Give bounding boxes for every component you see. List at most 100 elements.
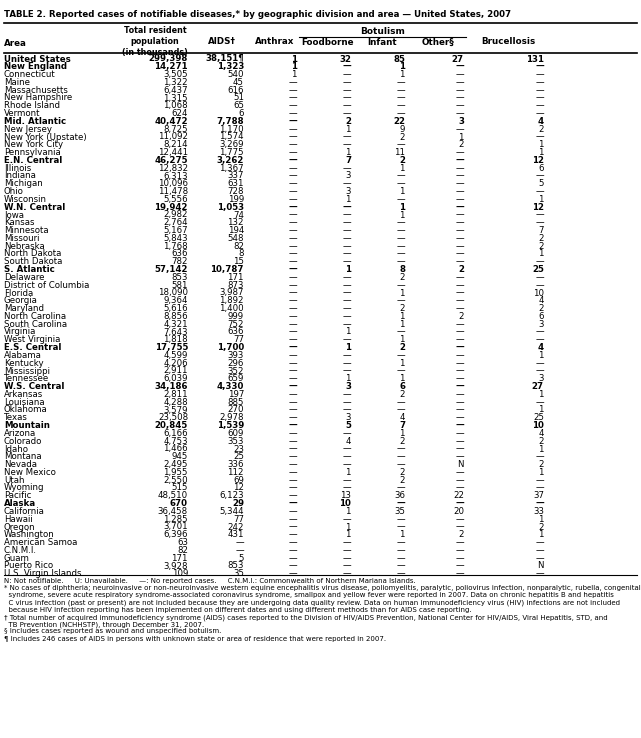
Text: —: — — [288, 226, 297, 235]
Text: AIDS†: AIDS† — [208, 37, 235, 46]
Text: 3,269: 3,269 — [219, 140, 244, 149]
Text: 36,458: 36,458 — [158, 507, 188, 516]
Text: 2: 2 — [538, 242, 544, 251]
Text: 393: 393 — [228, 351, 244, 360]
Text: —: — — [342, 452, 351, 461]
Text: C.N.M.I.: C.N.M.I. — [4, 546, 37, 555]
Text: —: — — [288, 531, 297, 539]
Text: —: — — [535, 328, 544, 337]
Text: 659: 659 — [228, 374, 244, 383]
Text: —: — — [455, 429, 464, 438]
Text: 636: 636 — [228, 328, 244, 337]
Text: 299,398: 299,398 — [149, 55, 188, 63]
Text: 242: 242 — [228, 523, 244, 531]
Text: 1: 1 — [292, 70, 297, 79]
Text: —: — — [235, 538, 244, 547]
Text: —: — — [288, 374, 297, 383]
Text: † Total number of acquired immunodeficiency syndrome (AIDS) cases reported to th: † Total number of acquired immunodeficie… — [4, 614, 608, 621]
Text: 57,142: 57,142 — [154, 265, 188, 274]
Text: Mountain: Mountain — [4, 421, 50, 430]
Text: 624: 624 — [172, 109, 188, 118]
Text: —: — — [396, 523, 405, 531]
Text: —: — — [342, 258, 351, 266]
Text: 132: 132 — [228, 218, 244, 227]
Text: 5,344: 5,344 — [219, 507, 244, 516]
Text: —: — — [342, 483, 351, 492]
Text: 82: 82 — [233, 242, 244, 251]
Text: 34,186: 34,186 — [154, 382, 188, 391]
Text: Alaska: Alaska — [4, 499, 36, 508]
Text: 36: 36 — [394, 492, 405, 500]
Text: 8: 8 — [238, 249, 244, 258]
Text: 1,323: 1,323 — [217, 62, 244, 72]
Text: Oregon: Oregon — [4, 523, 36, 531]
Text: —: — — [342, 218, 351, 227]
Text: 194: 194 — [228, 226, 244, 235]
Text: 885: 885 — [228, 398, 244, 407]
Text: —: — — [455, 296, 464, 306]
Text: 3: 3 — [345, 187, 351, 196]
Text: —: — — [455, 94, 464, 103]
Text: 1,466: 1,466 — [163, 444, 188, 453]
Text: —: — — [288, 289, 297, 297]
Text: Guam: Guam — [4, 554, 30, 562]
Text: —: — — [288, 405, 297, 415]
Text: —: — — [342, 242, 351, 251]
Text: —: — — [396, 218, 405, 227]
Text: —: — — [455, 179, 464, 188]
Text: Tennessee: Tennessee — [4, 374, 49, 383]
Text: —: — — [455, 273, 464, 282]
Text: —: — — [396, 514, 405, 524]
Text: 3: 3 — [345, 382, 351, 391]
Text: 2: 2 — [399, 390, 405, 399]
Text: Minnesota: Minnesota — [4, 226, 49, 235]
Text: Idaho: Idaho — [4, 444, 28, 453]
Text: 2: 2 — [458, 531, 464, 539]
Text: 10: 10 — [532, 421, 544, 430]
Text: 23,508: 23,508 — [158, 413, 188, 422]
Text: 14,271: 14,271 — [154, 62, 188, 72]
Text: 23: 23 — [233, 444, 244, 453]
Text: —: — — [288, 437, 297, 446]
Text: 7,643: 7,643 — [163, 328, 188, 337]
Text: 1: 1 — [458, 133, 464, 142]
Text: 1: 1 — [291, 55, 297, 63]
Text: —: — — [342, 62, 351, 72]
Text: 38,151¶: 38,151¶ — [205, 55, 244, 63]
Text: —: — — [288, 304, 297, 313]
Text: —: — — [288, 179, 297, 188]
Text: —: — — [455, 483, 464, 492]
Text: North Carolina: North Carolina — [4, 312, 66, 321]
Text: 9: 9 — [399, 125, 405, 134]
Text: —: — — [455, 390, 464, 399]
Text: —: — — [396, 351, 405, 360]
Text: 2,911: 2,911 — [163, 367, 188, 376]
Text: 1: 1 — [399, 210, 405, 219]
Text: —: — — [455, 444, 464, 453]
Text: 109: 109 — [172, 569, 188, 579]
Text: 1,315: 1,315 — [163, 94, 188, 103]
Text: 15: 15 — [233, 258, 244, 266]
Text: 51: 51 — [233, 94, 244, 103]
Text: 6: 6 — [538, 312, 544, 321]
Text: —: — — [288, 101, 297, 110]
Text: —: — — [455, 569, 464, 579]
Text: —: — — [535, 452, 544, 461]
Text: —: — — [288, 156, 297, 165]
Text: E.N. Central: E.N. Central — [4, 156, 62, 165]
Text: —: — — [342, 210, 351, 219]
Text: 1: 1 — [345, 148, 351, 157]
Text: —: — — [455, 546, 464, 555]
Text: 171: 171 — [228, 273, 244, 282]
Text: —: — — [288, 382, 297, 391]
Text: TABLE 2. Reported cases of notifiable diseases,* by geographic division and area: TABLE 2. Reported cases of notifiable di… — [4, 10, 511, 19]
Text: 4,206: 4,206 — [163, 359, 188, 368]
Text: 2: 2 — [399, 273, 405, 282]
Text: 853: 853 — [172, 273, 188, 282]
Text: 1: 1 — [399, 374, 405, 383]
Text: —: — — [455, 437, 464, 446]
Text: —: — — [342, 554, 351, 562]
Text: —: — — [342, 367, 351, 376]
Text: 1: 1 — [538, 351, 544, 360]
Text: —: — — [535, 94, 544, 103]
